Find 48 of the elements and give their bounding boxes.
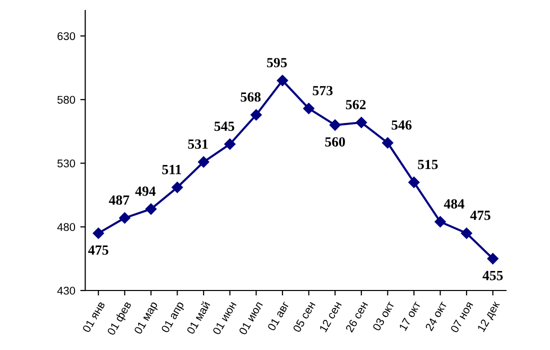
x-tick-label: 05 сен <box>292 301 316 333</box>
point <box>382 137 394 148</box>
point <box>356 116 367 128</box>
point <box>224 138 236 150</box>
point <box>250 109 262 120</box>
point <box>460 228 472 239</box>
data-label: 494 <box>135 186 156 196</box>
x-tick-label: 07 ноя <box>450 301 474 334</box>
point <box>303 102 314 114</box>
point <box>119 212 130 224</box>
x-tick-label: 12 сен <box>319 301 342 332</box>
x-tick-label: 17 окт <box>398 300 421 332</box>
point <box>172 182 183 194</box>
data-label: 562 <box>346 100 366 110</box>
point <box>198 156 210 168</box>
data-label: 595 <box>267 58 287 68</box>
data-label: 475 <box>88 245 108 255</box>
y-tick-label: 530 <box>57 159 76 168</box>
point <box>92 228 104 239</box>
data-label: 475 <box>470 210 490 220</box>
data-label: 484 <box>444 199 464 209</box>
x-tick-label: 01 янв <box>82 300 106 333</box>
point <box>276 74 288 86</box>
x-tick-label: 01 авг <box>267 300 290 332</box>
data-label: 573 <box>312 86 333 96</box>
point <box>408 176 420 188</box>
data-label: 546 <box>392 120 412 130</box>
x-tick-label: 01 апр <box>160 300 186 334</box>
data-label: 455 <box>482 270 503 280</box>
y-tick-label: 630 <box>58 32 76 40</box>
data-label: 515 <box>418 160 438 170</box>
point <box>329 119 341 131</box>
x-tick-label: 01 мар <box>134 300 160 336</box>
point <box>434 216 446 228</box>
point <box>487 253 498 264</box>
x-tick-label: 26 сен <box>345 301 368 333</box>
x-tick-label: 03 окт <box>372 300 395 332</box>
data-label: 560 <box>325 137 345 147</box>
point <box>145 203 157 215</box>
data-label: 511 <box>162 164 182 174</box>
y-tick-label: 480 <box>57 223 76 231</box>
data-label: 531 <box>188 139 208 149</box>
y-tick-label: 430 <box>57 286 76 295</box>
y-tick-label: 580 <box>57 96 76 104</box>
data-label: 487 <box>108 195 130 205</box>
data-label: 545 <box>214 122 234 131</box>
data-label: 568 <box>240 92 261 102</box>
x-tick-label: 24 окт <box>424 300 448 332</box>
